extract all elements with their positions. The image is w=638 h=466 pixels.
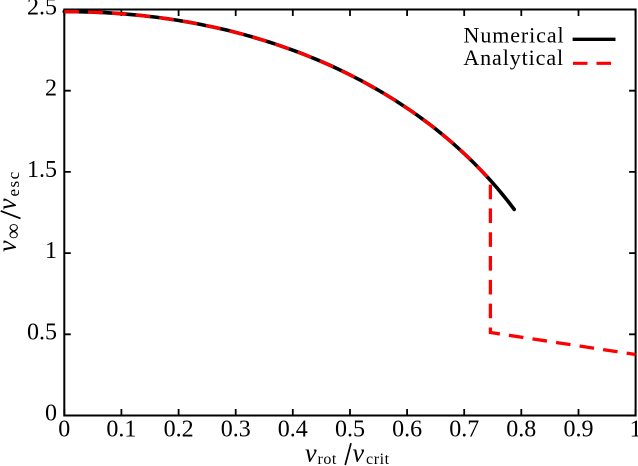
- svg-text:1.5: 1.5: [27, 157, 57, 183]
- svg-text:v: v: [0, 198, 22, 210]
- svg-text:0.7: 0.7: [449, 417, 479, 443]
- svg-text:∞: ∞: [0, 223, 25, 239]
- svg-text:crit: crit: [366, 451, 390, 466]
- svg-text:0.2: 0.2: [164, 417, 194, 443]
- svg-text:rot: rot: [318, 451, 337, 466]
- svg-text:0.8: 0.8: [506, 417, 536, 443]
- svg-text:0: 0: [58, 417, 70, 443]
- svg-text:0.1: 0.1: [106, 417, 136, 443]
- svg-text:1: 1: [630, 417, 638, 443]
- svg-text:0.5: 0.5: [27, 319, 57, 345]
- svg-text:0.5: 0.5: [335, 417, 365, 443]
- svg-text:v: v: [0, 240, 22, 252]
- svg-text:0.4: 0.4: [278, 417, 308, 443]
- svg-text:0.6: 0.6: [392, 417, 422, 443]
- svg-text:0.3: 0.3: [221, 417, 251, 443]
- svg-text:v: v: [353, 439, 365, 466]
- svg-text:0: 0: [45, 401, 57, 427]
- svg-text:1: 1: [45, 238, 57, 264]
- svg-text:0.9: 0.9: [564, 417, 594, 443]
- svg-text:Analytical: Analytical: [463, 45, 564, 70]
- svg-text:v: v: [305, 439, 317, 466]
- svg-text:2: 2: [45, 76, 57, 102]
- svg-text:esc: esc: [4, 170, 23, 196]
- svg-text:Numerical: Numerical: [464, 23, 565, 48]
- svg-text:2.5: 2.5: [27, 0, 57, 21]
